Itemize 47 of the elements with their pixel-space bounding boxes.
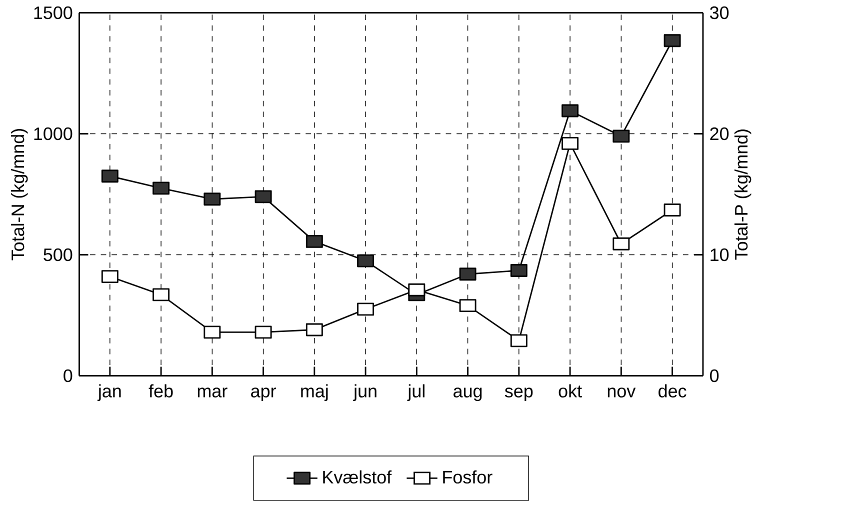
x-tick-label: mar [198, 388, 228, 398]
legend-label: Fosfor [443, 470, 492, 484]
x-tick-label: nov [608, 388, 636, 398]
x-tick-label: jun [353, 384, 376, 401]
y-axis-title: Total-N (kg/mnd) [11, 128, 28, 260]
point [664, 203, 681, 216]
y-tick-label: 1500 [34, 6, 72, 20]
point [510, 334, 528, 348]
x-tick-label: okt [558, 384, 582, 398]
point [101, 170, 118, 182]
point [459, 298, 476, 312]
point [612, 237, 630, 250]
x-tick-label: sep [504, 388, 533, 401]
point [101, 270, 118, 283]
point [306, 234, 323, 248]
y2-tick-label: 0 [710, 369, 719, 382]
point [152, 288, 170, 302]
x-tick-label: maj [301, 384, 328, 401]
point [612, 130, 630, 143]
point [459, 268, 476, 280]
point [408, 283, 426, 296]
y2-tick-label: 20 [710, 127, 729, 140]
point [562, 136, 579, 150]
x-tick-label: aug [454, 388, 482, 401]
point [306, 323, 323, 336]
y2-tick-label: 10 [710, 248, 729, 262]
y-tick-label: 0 [64, 369, 72, 382]
point [357, 254, 374, 268]
x-tick-label: dec [658, 384, 686, 398]
point [152, 182, 170, 195]
y-tick-label: 500 [44, 248, 72, 262]
point [204, 192, 221, 206]
legend-label: Kvælstof [323, 470, 392, 484]
x-tick-label: apr [251, 388, 276, 401]
point [254, 326, 272, 339]
x-tick-label: jul [407, 384, 424, 401]
point [357, 302, 374, 316]
point [204, 326, 221, 339]
point [562, 104, 579, 118]
y-tick-label: 1000 [34, 127, 72, 140]
point [254, 190, 272, 204]
y2-axis-title: Total-P (kg/mnd) [734, 129, 752, 260]
y2-tick-label: 30 [710, 6, 729, 20]
point [664, 34, 681, 47]
x-tick-label: jan [97, 384, 121, 401]
point [510, 264, 528, 277]
x-tick-label: feb [148, 384, 173, 398]
